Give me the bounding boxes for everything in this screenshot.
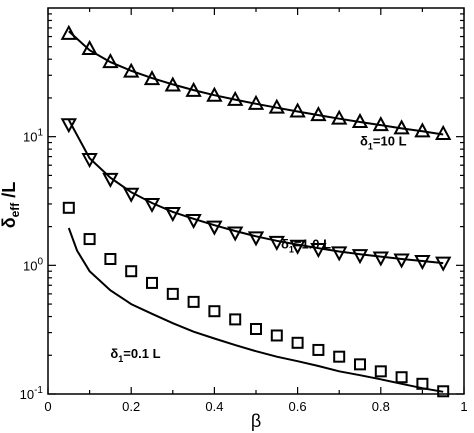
series-4-point (270, 329, 283, 342)
series-4-point (146, 276, 158, 289)
series-0-point (123, 62, 140, 78)
series-0-point (435, 124, 452, 140)
x-tick-label: 0 (44, 399, 51, 414)
x-axis-label: β (251, 411, 261, 431)
series-layer (60, 24, 452, 398)
series-2-point (289, 239, 306, 255)
series-4-point (187, 295, 200, 308)
series-1-line (68, 30, 444, 136)
annotation-d01: δ1=0.1 L (110, 346, 160, 364)
series-2-point (247, 231, 265, 247)
ticks-layer (47, 8, 465, 395)
x-tick-label: 0.8 (372, 399, 390, 414)
annotation-d10: δ1=10 L (360, 134, 407, 152)
series-4-point (62, 201, 75, 214)
series-4-point (250, 323, 262, 336)
plot-frame (47, 7, 465, 395)
y-tick-label: 100 (23, 256, 43, 273)
series-3-line (67, 119, 444, 265)
series-2-point (393, 253, 410, 269)
y-axis-label: δeff /L (0, 182, 22, 229)
series-4-point (395, 371, 408, 384)
series-2-point (206, 220, 223, 236)
series-4-point (229, 313, 242, 326)
series-4-point (83, 233, 96, 246)
series-4-point (125, 265, 138, 278)
series-4-point (333, 350, 346, 363)
y-tick-label: 10-1 (20, 385, 44, 402)
y-tick-label: 101 (23, 128, 43, 145)
series-4-point (291, 336, 304, 349)
x-tick-label: 0.2 (122, 399, 140, 414)
x-tick-label: 0.6 (289, 399, 307, 414)
labels-layer: 0 0.2 0.4 0.6 0.8 1 10-1 100 101 δ1=10 L δ1=1.0 L δ… (20, 128, 468, 414)
series-2-point (185, 214, 202, 230)
series-2-point (372, 251, 389, 267)
annotation-d1: δ1=1.0 L (281, 237, 331, 255)
x-tick-label: 0.4 (205, 399, 223, 414)
series-5-line (67, 227, 444, 393)
series-4-point (312, 343, 325, 356)
series-0-point (60, 24, 77, 40)
series-2-point (227, 226, 244, 242)
series-2-point (310, 242, 327, 259)
series-4-point (208, 305, 221, 318)
x-tick-label: 1 (460, 399, 467, 414)
series-2-point (351, 249, 369, 265)
series-4-point (166, 287, 179, 300)
series-4-point (354, 358, 366, 371)
series-4-point (374, 365, 387, 378)
series-2-point (268, 235, 285, 252)
series-2-point (81, 153, 98, 169)
series-4-point (104, 253, 117, 266)
series-2-point (331, 246, 348, 262)
